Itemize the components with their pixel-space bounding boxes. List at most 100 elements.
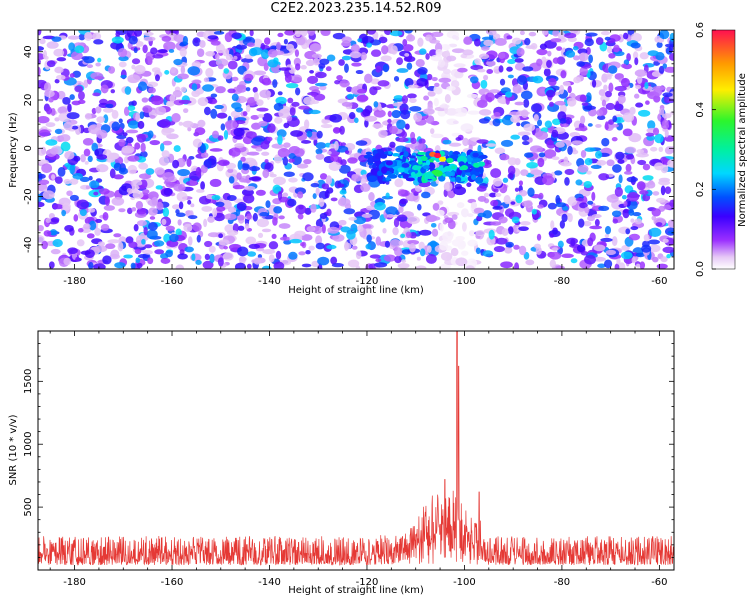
heatmap-cell (227, 88, 236, 94)
heatmap-cell (300, 242, 305, 247)
heatmap-cell (274, 116, 283, 124)
heatmap-cell (408, 155, 416, 159)
heatmap-cell (617, 159, 625, 165)
heatmap-cell (475, 247, 481, 255)
heatmap-cell (518, 190, 528, 197)
heatmap-cell (91, 107, 97, 115)
heatmap-cell (512, 84, 522, 94)
heatmap-cell (177, 253, 188, 260)
heatmap-cell (466, 182, 472, 188)
heatmap-cell (555, 141, 565, 148)
colorbar-tick-label: 0.4 (695, 102, 706, 118)
heatmap-cell (580, 251, 589, 256)
heatmap-cell (397, 167, 405, 173)
heatmap-cell (80, 154, 86, 163)
heatmap-cell (178, 121, 184, 126)
heatmap-cell (177, 219, 182, 226)
heatmap-cell (163, 187, 173, 196)
heatmap-cell (625, 153, 635, 160)
heatmap-cell (452, 120, 459, 125)
heatmap-cell (387, 174, 398, 179)
heatmap-cell (259, 212, 270, 217)
heatmap-cell (446, 55, 457, 62)
heatmap-cell (524, 37, 531, 46)
heatmap-cell (128, 35, 138, 45)
heatmap-cell (476, 185, 487, 192)
heatmap-cell (401, 249, 411, 255)
heatmap-cell (194, 127, 206, 136)
heatmap-cell (425, 53, 430, 60)
heatmap-cell (252, 38, 263, 49)
heatmap-cell (314, 82, 328, 87)
x-tick-label: -80 (554, 276, 570, 287)
heatmap-cell (210, 108, 218, 119)
heatmap-cell (136, 207, 147, 215)
heatmap-cell (504, 246, 513, 254)
heatmap-cell (385, 160, 393, 166)
heatmap-cell (462, 137, 469, 147)
heatmap-cell (398, 206, 404, 214)
heatmap-cell (396, 119, 406, 130)
heatmap-cell (468, 230, 476, 237)
heatmap-cell (438, 77, 452, 83)
heatmap-cell (666, 254, 671, 259)
heatmap-cell (306, 225, 316, 233)
heatmap-cell (38, 234, 45, 243)
heatmap-cell (294, 148, 305, 157)
heatmap-cell (400, 109, 411, 120)
heatmap-cell (41, 240, 48, 250)
heatmap-cell (315, 242, 325, 250)
heatmap-cell (669, 53, 674, 61)
heatmap-cell (394, 255, 402, 264)
heatmap-cell (561, 123, 570, 128)
heatmap-cell (494, 147, 506, 155)
heatmap-cell (580, 149, 587, 158)
heatmap-cell (361, 213, 373, 218)
heatmap-cell (572, 55, 581, 61)
heatmap-cell (226, 194, 237, 202)
heatmap-cell (248, 48, 258, 57)
heatmap-cell (301, 263, 312, 268)
heatmap-cell (436, 209, 445, 217)
heatmap-cell (631, 257, 636, 264)
heatmap-cell (232, 184, 245, 190)
heatmap-cell (562, 81, 571, 87)
heatmap-cell (38, 129, 51, 137)
heatmap-cell (446, 157, 454, 163)
heatmap-cell (340, 159, 347, 166)
heatmap-cell (427, 216, 441, 221)
heatmap-cell (227, 168, 234, 173)
heatmap-cell (200, 181, 205, 191)
heatmap-cell (166, 239, 179, 248)
heatmap-cell (455, 137, 462, 141)
heatmap-cell (177, 168, 190, 177)
heatmap-cell (404, 123, 410, 130)
heatmap-cell (451, 48, 465, 54)
heatmap-cell (470, 64, 484, 71)
heatmap-cell (486, 68, 494, 74)
heatmap-cell (202, 260, 214, 269)
heatmap-cell (61, 209, 67, 217)
heatmap-cell (262, 169, 270, 179)
heatmap-cell (294, 230, 306, 237)
heatmap-cell (309, 100, 320, 105)
heatmap-cell (87, 208, 96, 213)
heatmap-cell (392, 102, 402, 107)
heatmap-cell (402, 44, 414, 52)
heatmap-cell (417, 37, 424, 47)
heatmap-cell (412, 165, 420, 171)
heatmap-cell (621, 63, 627, 68)
heatmap-cell (461, 250, 469, 256)
heatmap-cell (39, 38, 46, 45)
heatmap-cell (214, 104, 224, 110)
heatmap-cell (262, 113, 273, 123)
colorbar: 0.0 0.2 0.4 0.6 Normalized spectral amplitu… (695, 22, 748, 277)
heatmap-cell (79, 208, 87, 217)
heatmap-cell (261, 77, 272, 86)
heatmap-cell (207, 215, 215, 223)
heatmap-cell (305, 59, 315, 67)
heatmap-cell (465, 265, 475, 269)
heatmap-cell (460, 165, 469, 171)
heatmap-cell (421, 156, 428, 162)
heatmap-cell (273, 261, 285, 269)
